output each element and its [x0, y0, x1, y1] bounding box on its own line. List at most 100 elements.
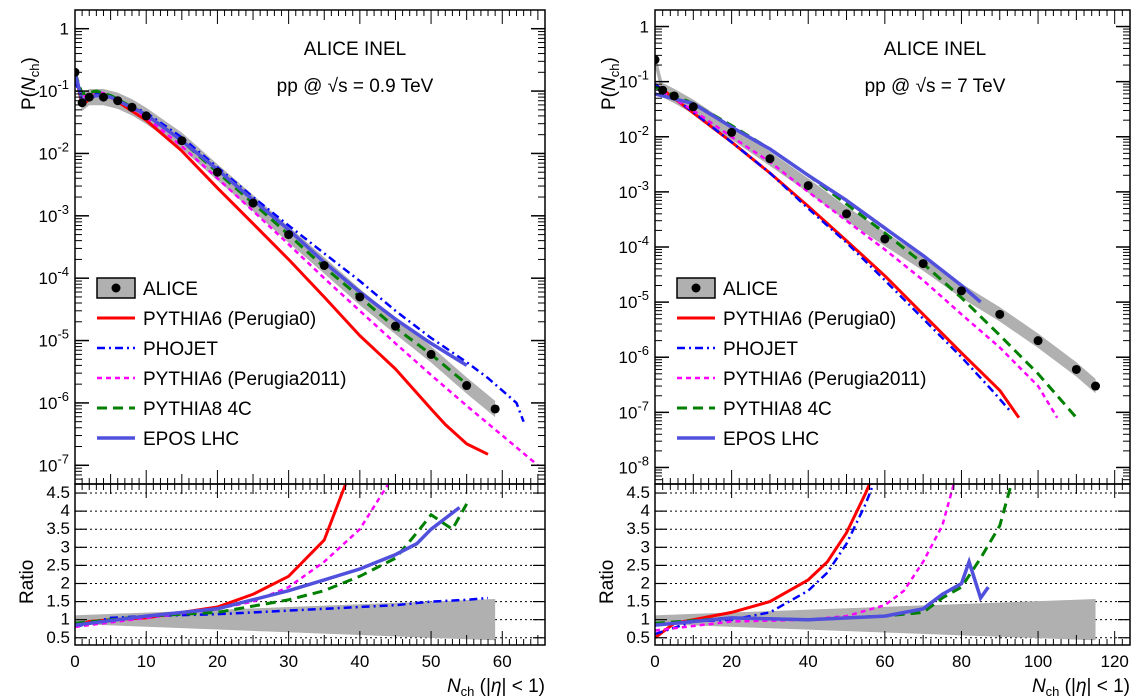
ratio-line-pythia8-4c	[75, 503, 469, 625]
ratio-alice-band	[655, 599, 1096, 641]
chart-subtitle: pp @ √s = 0.9 TeV	[277, 76, 434, 97]
alice-data-point	[669, 91, 679, 101]
chart-title: ALICE INEL	[884, 39, 986, 60]
ratio-y-tick-label: 1	[61, 610, 70, 629]
y-axis-label: P(Nch)	[19, 57, 42, 110]
ratio-line-pythia8-4c	[655, 484, 1013, 625]
alice-data-point	[956, 286, 966, 296]
ratio-y-tick-label: 2.5	[46, 555, 70, 574]
y-tick-label: 10-5	[619, 288, 649, 312]
y-tick-label: 10-6	[619, 343, 649, 367]
y-tick-label: 10-7	[619, 398, 649, 422]
legend-entry: EPOS LHC	[97, 429, 239, 450]
alice-data-point	[84, 92, 94, 102]
series-line-phojet	[75, 79, 525, 423]
alice-data-point	[248, 198, 258, 208]
alice-data-point	[212, 167, 222, 177]
x-tick-label: 20	[208, 652, 227, 671]
ratio-y-label: Ratio	[17, 560, 38, 604]
alice-data-point	[1033, 336, 1043, 346]
ratio-y-tick-label: 0.5	[626, 628, 650, 647]
main-plot-area	[75, 64, 539, 467]
y-tick-label: 10-7	[39, 451, 69, 475]
ratio-y-tick-label: 3.5	[626, 519, 650, 538]
legend-label: PYTHIA6 (Perugia2011)	[723, 369, 926, 390]
ratio-y-tick-label: 3	[641, 537, 650, 556]
alice-data-point	[918, 259, 928, 269]
alice-data-point	[127, 102, 137, 112]
legend-label: PYTHIA6 (Perugia0)	[723, 309, 896, 330]
ratio-y-tick-label: 1	[641, 610, 650, 629]
alice-data-point	[727, 127, 737, 137]
ratio-y-tick-label: 1.5	[626, 592, 650, 611]
alice-data-point	[842, 209, 852, 219]
series-line-pythia8-4c	[655, 85, 1078, 419]
ratio-line-phojet	[655, 484, 875, 636]
alice-data-point	[655, 55, 660, 65]
x-tick-label: 80	[952, 652, 971, 671]
panel-2: 10-8 10-7 10-6 10-5 10-4 10-3 10-2 10-1 1 P(Nch) A…	[597, 9, 1131, 699]
alice-data-point	[1091, 381, 1101, 391]
series-line-pythia8-4c	[75, 71, 468, 386]
alice-data-point	[177, 136, 187, 146]
y-tick-label: 1	[60, 20, 69, 39]
x-tick-label: 10	[137, 652, 156, 671]
legend-entry: PYTHIA6 (Perugia2011)	[97, 369, 346, 390]
y-tick-label: 10-1	[39, 77, 69, 101]
x-axis-title: Nch (|η| < 1)	[1032, 676, 1130, 699]
alice-data-point	[355, 292, 365, 302]
ratio-y-tick-label: 4.5	[46, 483, 70, 502]
y-tick-label: 10-4	[619, 233, 649, 257]
legend-label: ALICE	[723, 279, 778, 300]
ratio-y-tick-label: 4.5	[626, 483, 650, 502]
legend-entry: ALICE	[96, 277, 198, 300]
ratio-y-label: Ratio	[597, 560, 618, 604]
x-tick-label: 50	[422, 652, 441, 671]
alice-data-point	[319, 260, 329, 270]
chart-subtitle: pp @ √s = 7 TeV	[865, 76, 1006, 97]
series-line-pythia6-perugia0-	[655, 82, 1021, 419]
ratio-y-tick-label: 4	[61, 501, 70, 520]
alice-data-point	[390, 321, 400, 331]
legend-label: PYTHIA6 (Perugia0)	[143, 309, 316, 330]
y-tick-label: 10-1	[619, 68, 649, 92]
y-tick-label: 10-3	[619, 178, 649, 202]
legend-label: PYTHIA6 (Perugia2011)	[143, 369, 346, 390]
x-tick-label: 120	[1100, 652, 1128, 671]
y-tick-label: 10-2	[619, 123, 649, 147]
x-tick-label: 0	[70, 652, 79, 671]
legend-entry: PHOJET	[677, 339, 798, 360]
x-tick-label: 20	[722, 652, 741, 671]
alice-data-point	[284, 230, 294, 240]
x-tick-label: 60	[493, 652, 512, 671]
y-tick-label: 10-8	[619, 453, 649, 477]
y-axis-label: P(Nch)	[599, 57, 622, 110]
ratio-y-tick-label: 2	[61, 573, 70, 592]
ratio-line-pythia6-perugia0-	[75, 484, 348, 629]
alice-data-point	[426, 349, 436, 359]
x-axis-title: Nch (|η| < 1)	[447, 676, 545, 699]
legend-label: PHOJET	[143, 339, 218, 360]
legend-entry: PYTHIA6 (Perugia2011)	[677, 369, 926, 390]
series-line-pythia6-perugia0-	[75, 71, 489, 456]
ratio-line-epos-lhc	[75, 506, 461, 627]
legend-entry: PHOJET	[97, 339, 218, 360]
ratio-y-tick-label: 1.5	[46, 592, 70, 611]
legend-entry: PYTHIA6 (Perugia0)	[677, 309, 896, 330]
ratio-line-epos-lhc	[655, 556, 990, 627]
alice-data-point	[803, 181, 813, 191]
alice-data-point	[1071, 364, 1081, 374]
x-tick-label: 40	[350, 652, 369, 671]
alice-data-point	[765, 154, 775, 164]
y-tick-label: 1	[640, 18, 649, 37]
alice-data-point	[658, 85, 668, 95]
legend-entry: ALICE	[676, 277, 778, 300]
series-line-epos-lhc	[655, 92, 982, 304]
legend-entry: PYTHIA8 4C	[97, 399, 252, 420]
alice-data-point	[462, 381, 472, 391]
legend-alice-marker	[111, 283, 121, 293]
y-tick-label: 10-5	[39, 327, 69, 351]
legend-label: PYTHIA8 4C	[723, 399, 832, 420]
legend-entry: EPOS LHC	[677, 429, 819, 450]
